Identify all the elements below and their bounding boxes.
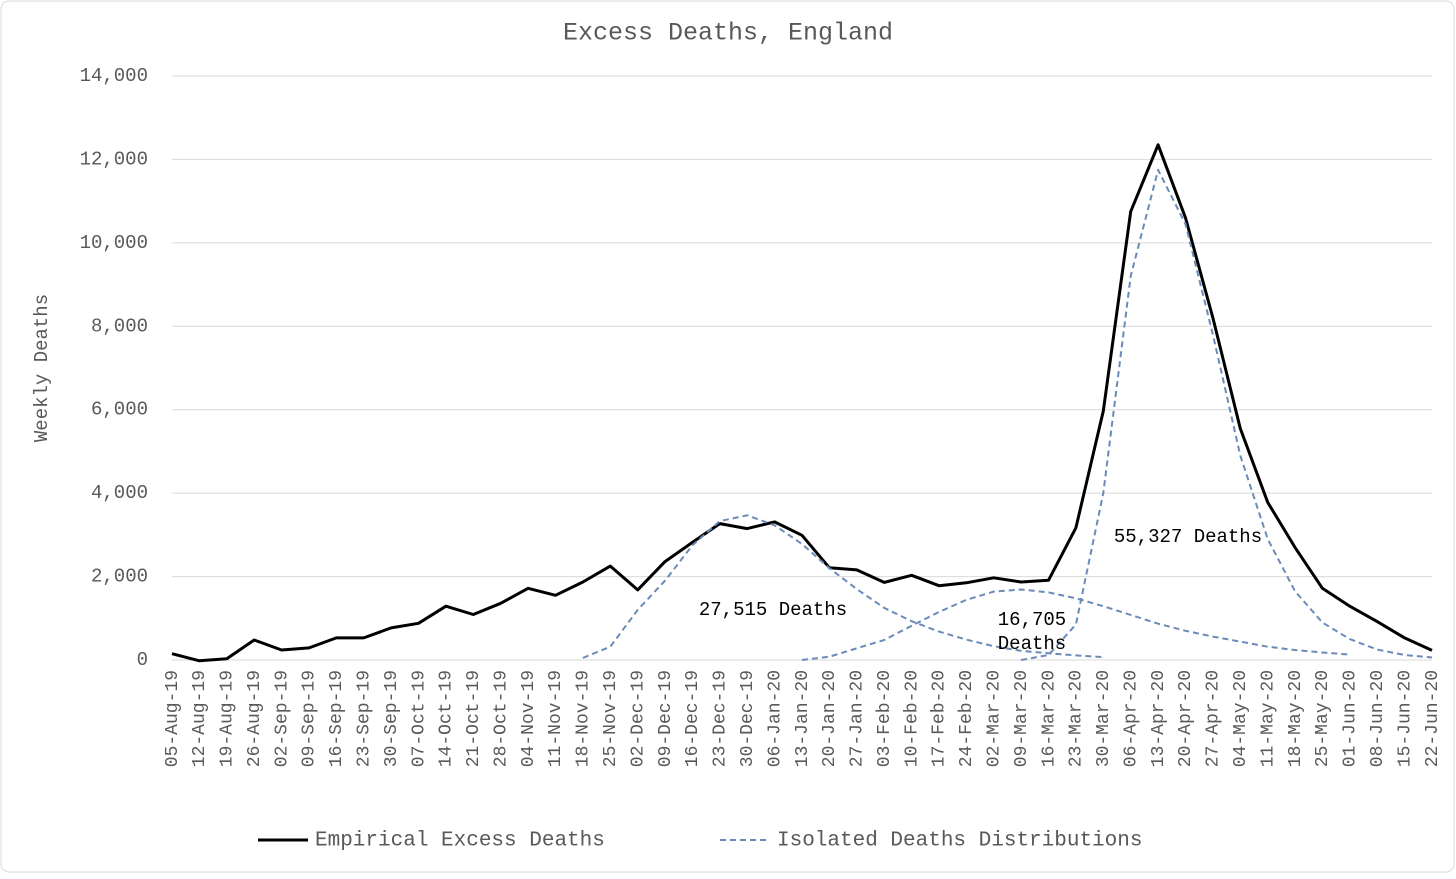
x-tick-label: 18-Nov-19 [574, 670, 594, 767]
x-tick-label: 09-Dec-19 [656, 670, 676, 767]
legend-label: Isolated Deaths Distributions [777, 830, 1142, 853]
x-tick-label: 16-Sep-19 [327, 670, 347, 767]
line-series [171, 143, 1433, 663]
x-tick-label: 19-Aug-19 [218, 670, 238, 767]
x-tick-label: 11-Nov-19 [546, 670, 566, 767]
y-tick-label: 14,000 [80, 65, 148, 87]
x-tick-label: 14-Oct-19 [437, 670, 457, 767]
x-tick-label: 13-Jan-20 [793, 670, 813, 767]
x-tick-label: 06-Jan-20 [765, 670, 785, 767]
x-tick-label: 27-Jan-20 [848, 670, 868, 767]
y-tick-label: 12,000 [80, 148, 148, 170]
x-tick-label: 01-Jun-20 [1341, 670, 1361, 767]
annotation: 16,705 [998, 609, 1066, 631]
x-tick-label: 04-May-20 [1231, 670, 1251, 767]
x-tick-label: 03-Feb-20 [875, 670, 895, 767]
y-tick-label: 4,000 [91, 482, 148, 504]
x-tick-label: 22-Jun-20 [1423, 670, 1443, 767]
legend-label: Empirical Excess Deaths [315, 830, 605, 853]
x-tick-label: 28-Oct-19 [491, 670, 511, 767]
x-tick-label: 09-Sep-19 [300, 670, 320, 767]
x-tick-label: 18-May-20 [1286, 670, 1306, 767]
y-tick-label: 6,000 [91, 399, 148, 421]
x-tick-label: 30-Sep-19 [382, 670, 402, 767]
y-tick-label: 0 [137, 649, 148, 671]
line-series [582, 514, 1104, 659]
annotation: 27,515 Deaths [699, 599, 847, 621]
x-tick-label: 16-Mar-20 [1039, 670, 1059, 767]
x-tick-label: 05-Aug-19 [163, 670, 183, 767]
x-tick-label: 23-Sep-19 [354, 670, 374, 767]
x-tick-label: 02-Sep-19 [272, 670, 292, 767]
x-tick-label: 09-Mar-20 [1012, 670, 1032, 767]
line-series [1020, 168, 1433, 661]
annotation: Deaths [998, 633, 1066, 655]
x-tick-label: 20-Jan-20 [820, 670, 840, 767]
x-tick-label: 15-Jun-20 [1395, 670, 1415, 767]
y-tick-label: 8,000 [91, 315, 148, 337]
x-tick-label: 30-Dec-19 [738, 670, 758, 767]
x-tick-label: 24-Feb-20 [957, 670, 977, 767]
chart-title: Excess Deaths, England [563, 19, 893, 48]
x-tick-label: 25-May-20 [1313, 670, 1333, 767]
x-tick-label: 23-Mar-20 [1067, 670, 1087, 767]
x-tick-label: 20-Apr-20 [1176, 670, 1196, 767]
x-tick-label: 02-Mar-20 [984, 670, 1004, 767]
x-tick-label: 02-Dec-19 [628, 670, 648, 767]
y-tick-label: 10,000 [80, 232, 148, 254]
y-axis-label: Weekly Deaths [31, 294, 53, 442]
x-tick-label: 17-Feb-20 [930, 670, 950, 767]
x-tick-label: 26-Aug-19 [245, 670, 265, 767]
x-tick-label: 25-Nov-19 [601, 670, 621, 767]
y-tick-label: 2,000 [91, 566, 148, 588]
annotation: 55,327 Deaths [1114, 526, 1262, 548]
x-tick-label: 16-Dec-19 [683, 670, 703, 767]
x-tick-label: 06-Apr-20 [1121, 670, 1141, 767]
x-tick-label: 30-Mar-20 [1094, 670, 1114, 767]
x-tick-label: 04-Nov-19 [519, 670, 539, 767]
x-tick-label: 23-Dec-19 [711, 670, 731, 767]
x-tick-label: 12-Aug-19 [190, 670, 210, 767]
x-tick-label: 13-Apr-20 [1149, 670, 1169, 767]
x-tick-label: 07-Oct-19 [409, 670, 429, 767]
x-tick-label: 10-Feb-20 [902, 670, 922, 767]
x-tick-label: 08-Jun-20 [1368, 670, 1388, 767]
x-tick-label: 11-May-20 [1258, 670, 1278, 767]
line-series [801, 588, 1350, 661]
x-tick-label: 21-Oct-19 [464, 670, 484, 767]
x-tick-label: 27-Apr-20 [1204, 670, 1224, 767]
